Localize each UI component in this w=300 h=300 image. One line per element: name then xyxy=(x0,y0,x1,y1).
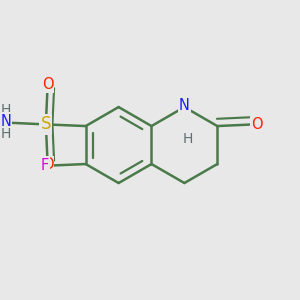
Text: H: H xyxy=(1,127,11,141)
Text: O: O xyxy=(251,117,262,132)
Text: H: H xyxy=(182,132,193,146)
Text: O: O xyxy=(42,77,53,92)
Text: F: F xyxy=(41,158,49,173)
Text: S: S xyxy=(40,116,51,134)
Text: N: N xyxy=(0,114,11,129)
Text: H: H xyxy=(1,103,11,116)
Text: O: O xyxy=(42,157,53,172)
Text: N: N xyxy=(179,98,190,113)
